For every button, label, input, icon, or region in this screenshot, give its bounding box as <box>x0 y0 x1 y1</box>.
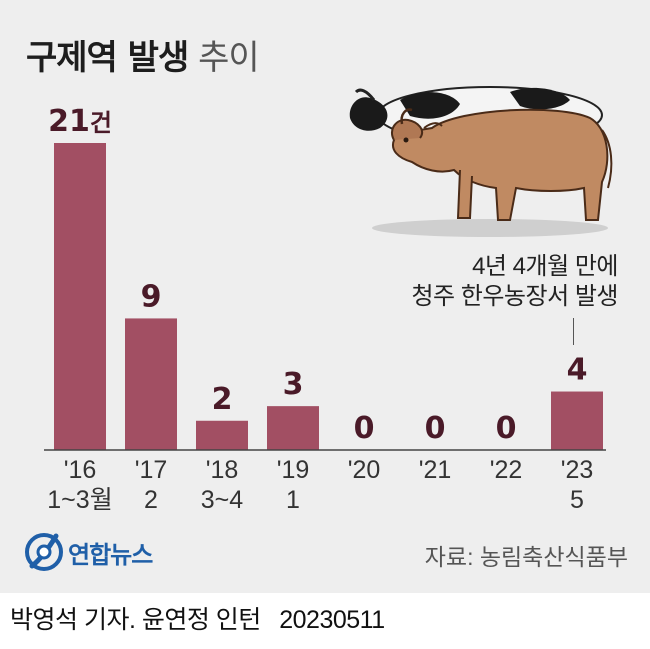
source-note: 자료: 농림축산식품부 <box>424 544 628 570</box>
x-tick-label-0-1: 1~3월 <box>47 486 112 514</box>
chart-title-light: 추이 <box>198 38 260 78</box>
chart-title-bold: 구제역 발생 <box>26 38 189 78</box>
yonhap-logo-icon <box>25 533 63 571</box>
x-tick-label-7-0: '23 <box>561 456 594 484</box>
x-tick-labels-layer: '161~3월 '172 '183~4 '191 '20 '21 '22 '235 <box>47 456 593 514</box>
logo-text: 연합뉴스 <box>68 540 153 569</box>
value-label-4: 0 <box>354 411 375 446</box>
x-tick-label-4-0: '20 <box>348 456 381 484</box>
bar-3 <box>267 406 319 450</box>
footer-byline: 박영석 기자. 윤연정 인턴 <box>10 606 261 634</box>
annotation-line-2: 청주 한우농장서 발생 <box>411 283 618 310</box>
value-label-0: 21건 <box>48 104 112 139</box>
chart-title: 구제역 발생 추이 <box>26 30 260 79</box>
chart-annotation: 4년 4개월 만에 청주 한우농장서 발생 <box>380 252 618 312</box>
annotation-line-1: 4년 4개월 만에 <box>472 253 618 280</box>
x-tick-label-3-1: 1 <box>286 486 300 514</box>
value-label-3: 3 <box>283 367 304 402</box>
value-label-2: 2 <box>212 382 233 417</box>
x-tick-label-2-1: 3~4 <box>201 486 244 514</box>
bars-layer <box>54 143 603 450</box>
x-tick-label-7-1: 5 <box>570 486 584 514</box>
x-tick-label-6-0: '22 <box>490 456 523 484</box>
x-tick-label-2-0: '18 <box>206 456 239 484</box>
bar-7 <box>551 391 603 450</box>
bar-2 <box>196 420 248 450</box>
x-tick-label-1-0: '17 <box>135 456 168 484</box>
cow-illustration <box>349 86 613 237</box>
value-labels-layer: 21건 9 2 3 0 0 0 4 <box>48 104 587 446</box>
x-tick-label-1-1: 2 <box>144 486 158 514</box>
value-label-1: 9 <box>141 279 162 314</box>
yonhap-logo: 연합뉴스 <box>20 532 153 572</box>
cow-hanwoo-illustration <box>390 108 613 221</box>
bar-1 <box>125 318 177 450</box>
value-label-5: 0 <box>425 411 446 446</box>
value-label-7: 4 <box>567 353 588 388</box>
x-tick-label-0-0: '16 <box>64 456 97 484</box>
bar-0 <box>54 143 106 450</box>
footer-date: 20230511 <box>279 606 385 634</box>
x-tick-label-3-0: '19 <box>277 456 310 484</box>
value-label-6: 0 <box>496 411 517 446</box>
annotation-leader-line <box>573 318 574 345</box>
x-tick-label-5-0: '21 <box>419 456 452 484</box>
footer-credit: 박영석 기자. 윤연정 인턴 20230511 <box>10 600 385 636</box>
